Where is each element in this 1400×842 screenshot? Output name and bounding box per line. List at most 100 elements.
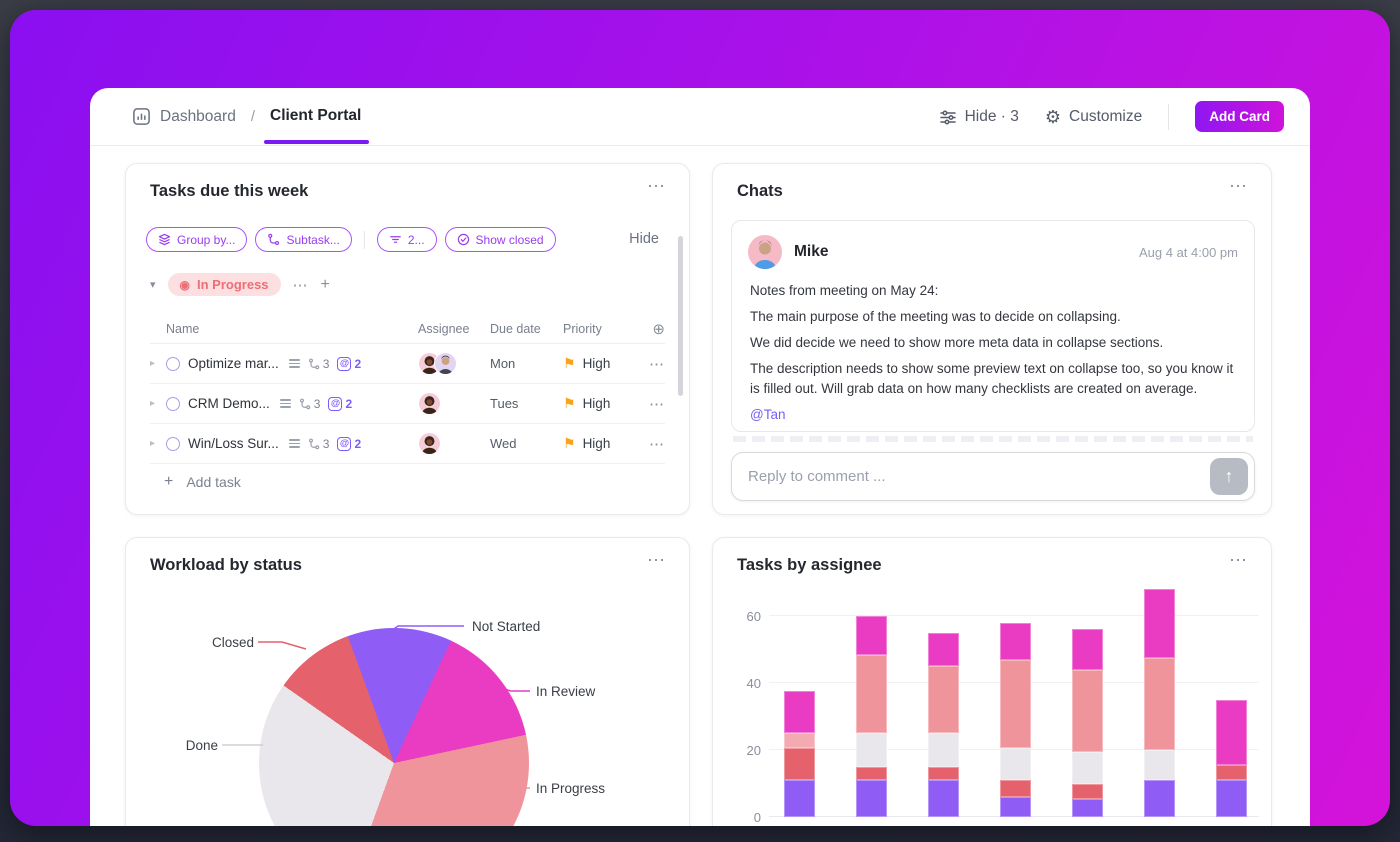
due-date[interactable]: Wed [490,436,517,451]
in-progress-group-pill[interactable]: ◉ In Progress [167,273,281,296]
bar-segment[interactable] [999,622,1031,660]
bar-segment[interactable] [1071,669,1103,752]
task-name[interactable]: Optimize mar... [188,356,279,371]
column-priority[interactable]: Priority [563,321,602,336]
chip-label: Group by... [177,232,236,247]
task-name[interactable]: Win/Loss Sur... [188,436,279,451]
bar-segment[interactable] [1215,699,1247,766]
chevron-right-icon[interactable]: ▸ [150,398,156,409]
assignee-avatars[interactable] [418,392,490,415]
stacked-bar[interactable] [855,616,887,817]
send-button[interactable]: ↑ [1210,458,1248,495]
bar-segment[interactable] [1143,750,1175,781]
group-menu-icon[interactable]: ⋯ [292,276,309,294]
bar-segment[interactable] [1143,589,1175,658]
bar-segment[interactable] [855,780,887,817]
bar-segment[interactable] [1071,751,1103,784]
group-by-chip[interactable]: Group by... [146,227,248,252]
bar-segment[interactable] [1071,629,1103,670]
bar-segment[interactable] [855,766,887,781]
breadcrumb-dashboard[interactable]: Dashboard [160,107,236,125]
priority-cell[interactable]: ⚑ High [563,395,637,412]
bar-segment[interactable] [927,666,959,734]
vertical-scrollbar[interactable] [678,236,683,396]
row-menu-icon[interactable]: ⋯ [649,355,665,373]
group-add-icon[interactable]: + [320,275,330,293]
filter-chips: Group by... Subtask... 2... [146,227,556,252]
panel-menu-icon[interactable]: ⋯ [647,550,667,570]
bar-segment[interactable] [1071,783,1103,799]
bar-segment[interactable] [855,654,887,734]
row-menu-icon[interactable]: ⋯ [649,435,665,453]
hide-cards-button[interactable]: Hide · 3 [939,108,1019,126]
bar-segment[interactable] [783,733,815,749]
panel-menu-icon[interactable]: ⋯ [1229,176,1249,196]
add-column-icon[interactable]: ⊕ [652,320,665,338]
bar-segment[interactable] [783,691,815,734]
table-row[interactable]: ▸ Optimize mar... 3 @ 2 [150,344,665,384]
reply-input[interactable] [748,468,1210,485]
bar-segment[interactable] [855,733,887,767]
assignee-avatars[interactable] [418,432,490,455]
filter-count-chip[interactable]: 2... [376,227,437,252]
panel-menu-icon[interactable]: ⋯ [647,176,667,196]
breadcrumb-current-tab[interactable]: Client Portal [264,107,370,144]
chevron-right-icon[interactable]: ▸ [150,438,156,449]
due-date[interactable]: Mon [490,356,516,371]
hide-column-link[interactable]: Hide [629,231,659,247]
row-menu-icon[interactable]: ⋯ [649,395,665,413]
bar-segment[interactable] [999,659,1031,749]
bar-segment[interactable] [783,780,815,817]
panel-menu-icon[interactable]: ⋯ [1229,550,1249,570]
column-due-date[interactable]: Due date [490,321,541,336]
message-paragraph: The description needs to show some previ… [750,361,1234,396]
bar-segment[interactable] [927,733,959,767]
customize-button[interactable]: ⚙ Customize [1045,108,1142,126]
column-assignee[interactable]: Assignee [418,321,470,336]
priority-cell[interactable]: ⚑ High [563,435,637,452]
add-task-button[interactable]: + Add task [150,464,665,500]
stacked-bar[interactable] [1071,629,1103,817]
message-author[interactable]: Mike [794,243,829,260]
task-status-circle[interactable] [166,396,180,411]
add-card-button[interactable]: Add Card [1195,101,1284,132]
bar-segment[interactable] [927,780,959,817]
status-pie-chart[interactable] [259,628,529,826]
bar-segment[interactable] [1215,780,1247,817]
table-row[interactable]: ▸ Win/Loss Sur... 3 @ 2 [150,424,665,464]
mention-link[interactable]: @Tan [750,406,786,422]
bar-segment[interactable] [999,796,1031,817]
bar-segment[interactable] [1071,798,1103,817]
bar-segment[interactable] [1143,780,1175,817]
priority-label: High [582,396,611,411]
stacked-bar[interactable] [999,622,1031,817]
bar-segment[interactable] [855,616,887,655]
description-icon [279,399,291,408]
task-name[interactable]: CRM Demo... [188,396,270,411]
subtask-chip[interactable]: Subtask... [255,227,352,252]
bar-segment[interactable] [999,780,1031,797]
chevron-down-icon[interactable]: ▾ [150,279,156,291]
bar-segment[interactable] [1143,657,1175,751]
mention-count: @ 2 [328,396,352,411]
table-row[interactable]: ▸ CRM Demo... 3 @ 2 [150,384,665,424]
stacked-bar[interactable] [1143,589,1175,817]
show-closed-chip[interactable]: Show closed [444,227,556,252]
stacked-bar[interactable] [1215,699,1247,817]
bar-segment[interactable] [783,748,815,781]
bar-segment[interactable] [927,766,959,781]
bar-segment[interactable] [999,748,1031,781]
assignee-avatars[interactable] [418,352,490,375]
subtask-count-value: 3 [313,396,321,411]
bar-segment[interactable] [1215,765,1247,781]
due-date[interactable]: Tues [490,396,519,411]
reply-bar: ↑ [731,452,1255,501]
stacked-bar[interactable] [783,691,815,817]
column-name[interactable]: Name [166,321,200,336]
task-status-circle[interactable] [166,356,180,371]
chevron-right-icon[interactable]: ▸ [150,358,156,369]
stacked-bar[interactable] [927,632,959,817]
bar-segment[interactable] [927,632,959,667]
task-status-circle[interactable] [166,436,180,451]
priority-cell[interactable]: ⚑ High [563,355,637,372]
